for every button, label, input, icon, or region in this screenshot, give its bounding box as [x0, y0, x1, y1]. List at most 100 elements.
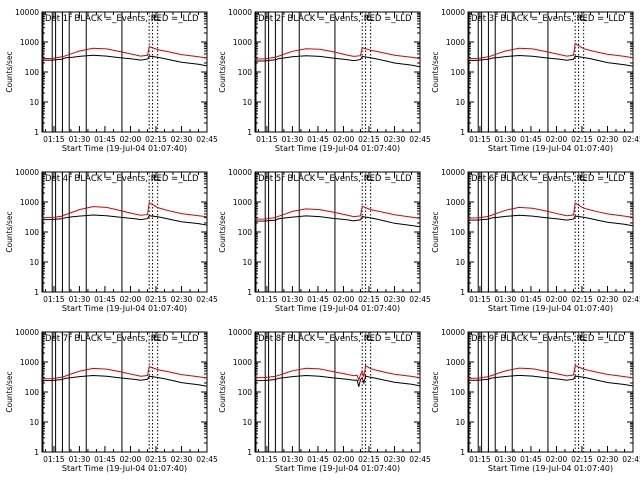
- y-tick-label: 1000: [20, 358, 39, 367]
- x-axis-label: Start Time (19-Jul-04 01:07:40): [275, 144, 400, 153]
- series-line-lld: [41, 365, 208, 380]
- y-tick-label: 1: [247, 288, 252, 297]
- y-tick-label: 100: [25, 68, 40, 77]
- x-tick-label: 01:15: [469, 455, 491, 464]
- x-tick-label: 01:30: [69, 295, 91, 304]
- plot-frame: [41, 171, 208, 293]
- flag-mark: [579, 335, 587, 341]
- x-tick-label: 02:15: [145, 295, 167, 304]
- x-tick-label: 02:00: [546, 455, 568, 464]
- flag-mark: [153, 335, 161, 341]
- plot-frame: [467, 11, 634, 133]
- x-tick-label: 01:15: [256, 135, 278, 144]
- x-tick-label: 02:30: [384, 135, 406, 144]
- flag-mark: [153, 175, 161, 181]
- y-tick-label: 100: [451, 68, 466, 77]
- x-tick-label: 02:45: [409, 455, 431, 464]
- series-line-events: [254, 215, 421, 228]
- y-axis-label: Counts/sec: [431, 371, 440, 412]
- series-line-events: [41, 214, 208, 226]
- y-tick-label: 1: [460, 288, 465, 297]
- y-tick-label: 10000: [228, 328, 252, 337]
- y-axis-label: Counts/sec: [5, 211, 14, 252]
- x-tick-label: 01:30: [495, 295, 517, 304]
- x-tick-label: 02:00: [546, 295, 568, 304]
- x-tick-label: 02:15: [358, 295, 380, 304]
- x-tick-label: 01:15: [469, 135, 491, 144]
- y-tick-label: 100: [238, 68, 253, 77]
- x-axis-label: Start Time (19-Jul-04 01:07:40): [62, 464, 187, 473]
- y-tick-label: 10000: [441, 168, 465, 177]
- chart-panel-9: Det 9r BLACK =_Events, RED =_LLD11010010…: [431, 328, 640, 473]
- y-tick-label: 10: [242, 98, 252, 107]
- series-line-lld: [467, 364, 634, 379]
- series-line-lld: [254, 46, 421, 60]
- x-tick-label: 02:45: [622, 455, 640, 464]
- x-tick-label: 02:45: [622, 295, 640, 304]
- x-tick-label: 02:45: [622, 135, 640, 144]
- x-tick-label: 02:00: [333, 135, 355, 144]
- y-tick-label: 1000: [446, 198, 465, 207]
- y-tick-label: 10: [455, 258, 465, 267]
- series-line-events: [467, 374, 634, 387]
- x-axis-label: Start Time (19-Jul-04 01:07:40): [62, 304, 187, 313]
- chart-panel-7: Det 7r BLACK =_Events, RED =_LLD11010010…: [5, 328, 218, 473]
- plot-frame: [467, 331, 634, 453]
- x-tick-label: 02:15: [571, 455, 593, 464]
- x-tick-label: 02:30: [171, 135, 193, 144]
- x-tick-label: 01:45: [307, 295, 329, 304]
- flag-mark: [579, 15, 587, 21]
- x-tick-label: 02:00: [546, 135, 568, 144]
- x-tick-label: 02:15: [145, 135, 167, 144]
- y-tick-label: 10000: [15, 168, 39, 177]
- x-tick-label: 01:15: [43, 295, 65, 304]
- y-tick-label: 1: [460, 448, 465, 457]
- x-tick-label: 02:45: [196, 455, 218, 464]
- y-tick-label: 1: [34, 448, 39, 457]
- y-axis-label: Counts/sec: [5, 51, 14, 92]
- x-tick-label: 01:30: [495, 455, 517, 464]
- plot-frame: [254, 331, 421, 453]
- y-tick-label: 1: [460, 128, 465, 137]
- x-tick-label: 02:30: [384, 455, 406, 464]
- x-tick-label: 02:30: [597, 455, 619, 464]
- series-line-events: [254, 374, 421, 387]
- chart-panel-6: Det 6r BLACK =_Events, RED =_LLD11010010…: [431, 168, 640, 313]
- x-tick-label: 01:30: [282, 135, 304, 144]
- y-tick-label: 10: [29, 258, 39, 267]
- flag-mark: [366, 335, 374, 341]
- x-tick-label: 01:15: [256, 455, 278, 464]
- x-tick-label: 02:00: [120, 135, 142, 144]
- series-line-events: [42, 54, 208, 67]
- y-axis-label: Counts/sec: [218, 211, 227, 252]
- y-tick-label: 100: [451, 388, 466, 397]
- y-axis-label: Counts/sec: [218, 51, 227, 92]
- x-tick-label: 02:45: [196, 135, 218, 144]
- x-tick-label: 02:45: [409, 135, 431, 144]
- y-tick-label: 1000: [233, 198, 252, 207]
- plot-frame: [467, 171, 634, 293]
- x-tick-label: 02:15: [358, 455, 380, 464]
- y-tick-label: 1000: [446, 38, 465, 47]
- x-tick-label: 02:00: [333, 295, 355, 304]
- series-line-lld: [41, 45, 208, 60]
- plot-frame: [41, 11, 208, 133]
- y-tick-label: 10: [455, 98, 465, 107]
- y-tick-label: 100: [238, 228, 253, 237]
- series-line-events: [254, 55, 421, 68]
- flag-mark: [153, 15, 161, 21]
- y-tick-label: 10000: [441, 8, 465, 17]
- x-tick-label: 01:45: [94, 135, 116, 144]
- y-axis-label: Counts/sec: [218, 371, 227, 412]
- x-axis-label: Start Time (19-Jul-04 01:07:40): [62, 144, 187, 153]
- x-tick-label: 01:45: [307, 455, 329, 464]
- y-tick-label: 10000: [228, 168, 252, 177]
- x-tick-label: 01:30: [69, 135, 91, 144]
- y-tick-label: 1000: [20, 38, 39, 47]
- x-tick-label: 02:15: [571, 295, 593, 304]
- series-line-lld: [41, 201, 208, 219]
- x-tick-label: 01:30: [282, 455, 304, 464]
- x-tick-label: 02:30: [597, 135, 619, 144]
- x-tick-label: 02:00: [120, 295, 142, 304]
